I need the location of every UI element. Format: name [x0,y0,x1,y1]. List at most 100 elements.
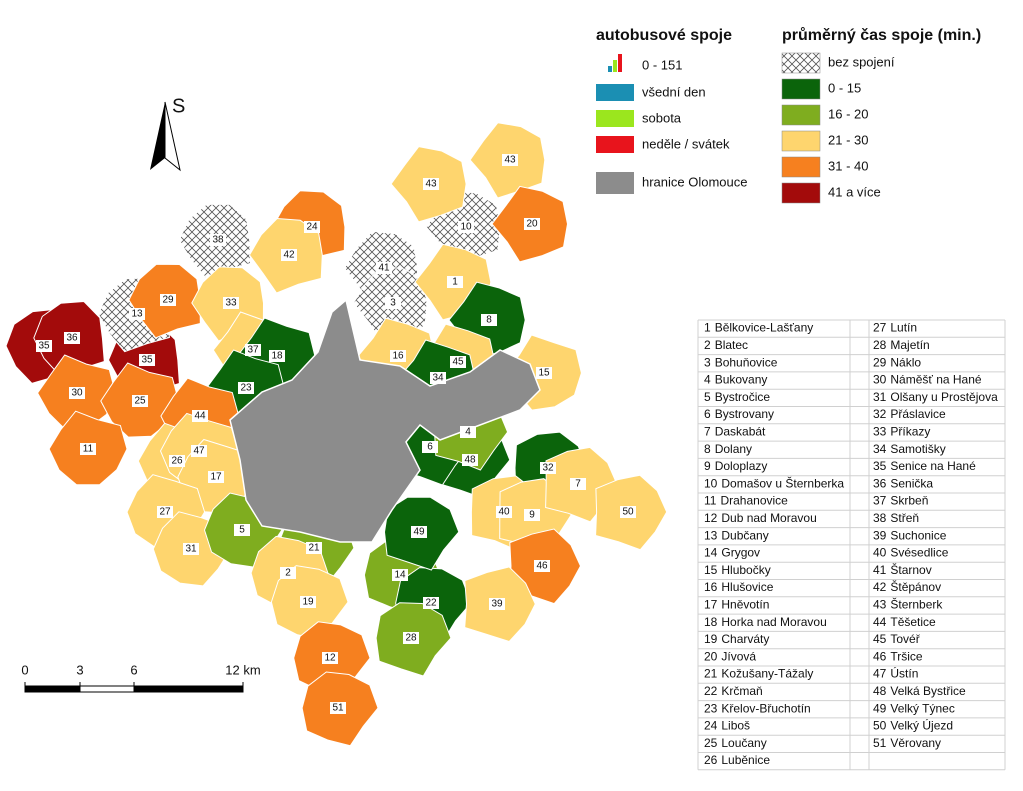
table-cell: 5 Bystročice [704,390,770,404]
municipality-id: 17 [704,598,718,612]
municipality-id: 11 [704,494,717,508]
municipality-id: 20 [704,650,718,664]
region-label: 45 [452,357,464,368]
municipality-name: Skrbeň [890,494,928,508]
table-cell: 2 Blatec [704,338,748,352]
municipality-name: Bukovany [715,373,768,387]
table-cell: 12 Dub nad Moravou [704,511,817,525]
table-cell: 42 Štěpánov [873,579,941,594]
region-label: 14 [394,570,406,581]
north-label: S [172,95,185,117]
municipality-id: 37 [873,494,887,508]
municipality-name: Šternberk [890,597,943,612]
municipality-id: 2 [704,338,711,352]
municipality-name: Velká Bystřice [890,684,966,698]
municipality-id: 40 [873,546,887,560]
region-label-box [422,441,438,453]
municipality-id: 42 [873,580,887,594]
region-label-box [481,314,497,326]
region-label: 3 [390,298,396,309]
table-cell: 33 Příkazy [873,425,930,439]
municipality-name: Náměšť na Hané [890,373,982,387]
time-legend-title: průměrný čas spoje (min.) [782,27,981,44]
municipality-name: Bělkovice-Lašťany [715,321,814,335]
region-label-box [304,221,320,233]
table-cell: 18 Horka nad Moravou [704,615,827,629]
municipality-name: Lutín [890,321,917,335]
municipality-name: Senice na Hané [890,459,976,473]
municipality-id: 49 [873,701,887,715]
table-cell: 16 Hlušovice [704,580,774,594]
municipality-id: 38 [873,511,887,525]
municipality-id: 4 [704,373,711,387]
municipality-id: 16 [704,580,718,594]
municipality-id: 12 [704,511,718,525]
region-label-box [157,506,173,518]
region-label: 11 [83,444,94,455]
table-cell: 7 Daskabát [704,425,766,439]
legend-swatch [596,172,634,194]
table-cell: 24 Liboš [704,719,750,733]
region-label-box [245,344,261,356]
table-cell: 10 Domašov u Šternberka [704,476,844,491]
region-label: 20 [526,219,538,230]
municipality-name: Luběnice [721,753,770,767]
region-label: 19 [302,597,314,608]
municipality-name: Bohuňovice [715,355,778,369]
region-label-box [540,462,556,474]
region-label-box [403,632,419,644]
region-label: 29 [162,295,174,306]
region-label: 27 [159,507,171,518]
scale-bar: 0 3 6 12 km [21,662,261,693]
region-label: 34 [432,373,444,384]
region-label: 46 [536,561,548,572]
scale-label: 6 [130,662,137,677]
region-label: 43 [425,179,437,190]
municipality-name: Suchonice [890,528,946,542]
municipality-id: 34 [873,442,887,456]
municipality-id: 6 [704,407,711,421]
table-cell: 36 Senička [873,477,933,491]
municipality-id: 46 [873,650,887,664]
municipality-id: 21 [704,667,718,681]
region-label-box [330,702,346,714]
region-label: 39 [491,599,503,610]
table-cell: 4 Bukovany [704,373,767,387]
table-cell: 45 Tovéř [873,632,921,646]
region-label: 35 [38,341,50,352]
table-cell: 23 Křelov-Břuchotín [704,701,811,715]
legend-label: všední den [642,84,706,99]
region-label: 50 [622,507,634,518]
table-cell: 30 Náměšť na Hané [873,373,982,387]
region-label: 22 [425,598,437,609]
region-label-box [280,567,296,579]
municipality-id: 31 [873,390,887,404]
region-label-box [234,524,250,536]
municipality-name: Charváty [721,632,769,646]
municipality-id: 39 [873,528,887,542]
municipality-id: 29 [873,355,887,369]
municipality-name: Dub nad Moravou [721,511,816,525]
table-cell: 31 Olšany u Prostějova [873,390,998,404]
region-label-box [390,350,406,362]
region-label-box [160,294,176,306]
table-cell: 41 Štarnov [873,562,932,577]
region-label-box [269,350,285,362]
region-label: 42 [283,250,295,261]
region-label-box [306,542,322,554]
municipality-name: Majetín [890,338,929,352]
scale-segment [134,686,243,692]
bus-legend-title: autobusové spoje [596,27,732,44]
table-cell: 6 Bystrovany [704,407,774,421]
municipality-name: Dolany [715,442,752,456]
region-label: 32 [542,463,554,474]
municipality-name: Drahanovice [720,494,788,508]
municipality-id: 48 [873,684,887,698]
table-cell: 1 Bělkovice-Lašťany [704,321,813,335]
scale-label: 12 km [225,662,260,677]
municipality-name: Hněvotín [721,598,769,612]
municipality-name: Bystrovany [715,407,774,421]
region-label: 41 [378,263,390,274]
table-cell: 27 Lutín [873,321,917,335]
region-label-box [183,543,199,555]
